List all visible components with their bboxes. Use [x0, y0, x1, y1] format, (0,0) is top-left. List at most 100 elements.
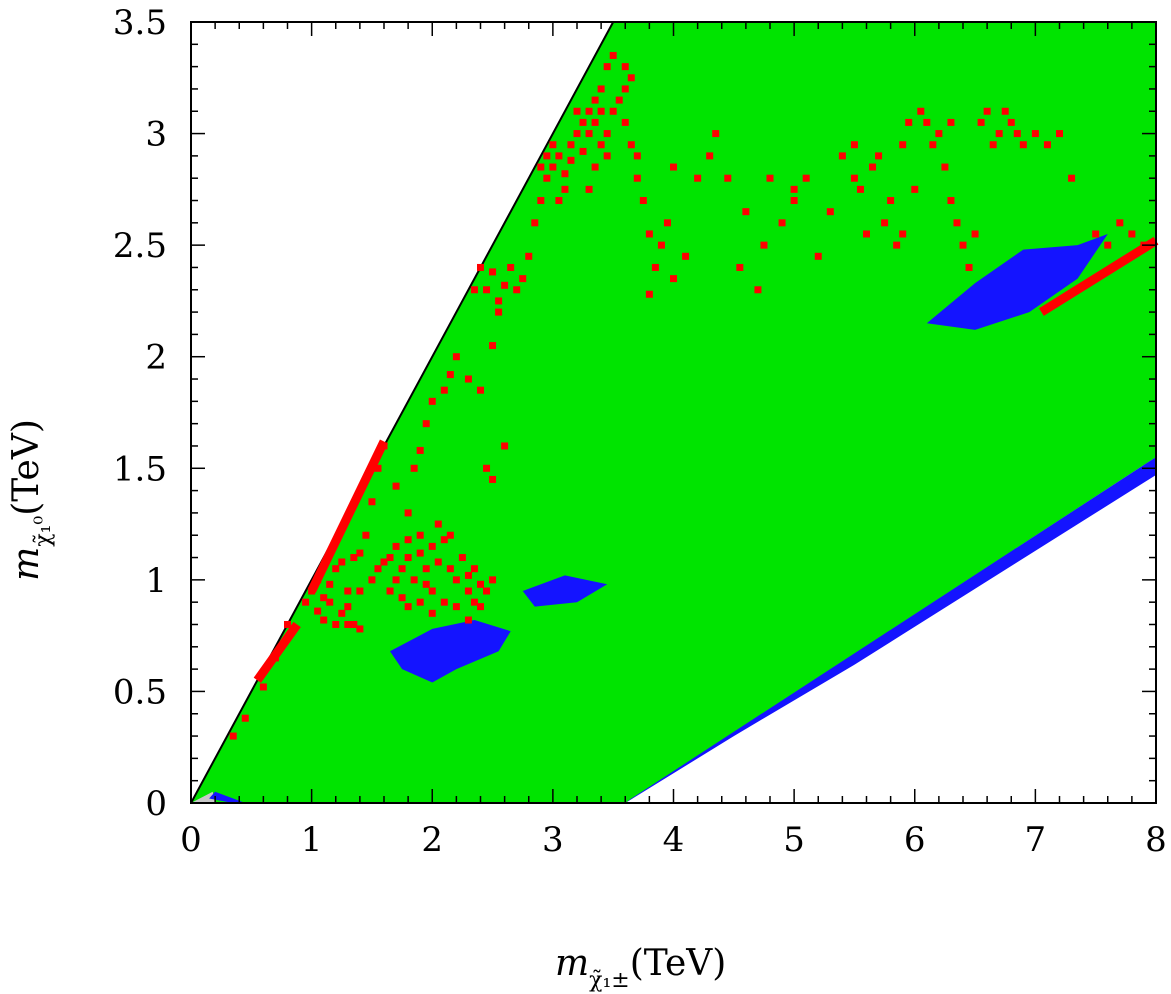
red-point [977, 118, 985, 126]
red-point [489, 576, 497, 584]
red-point [464, 571, 472, 579]
red-point [567, 156, 575, 164]
red-point [627, 141, 635, 149]
red-point [657, 241, 665, 249]
red-point [947, 197, 955, 205]
red-points [229, 51, 1148, 740]
red-point [483, 587, 491, 595]
red-point [670, 163, 677, 171]
red-point [470, 598, 478, 606]
red-point [489, 342, 497, 350]
red-point [881, 219, 889, 227]
red-point [507, 263, 515, 271]
red-point [736, 263, 744, 271]
x-axis-label: mχ̃₁±(TeV) [555, 943, 726, 993]
red-point [929, 141, 937, 149]
red-point [543, 174, 551, 182]
red-point [573, 107, 581, 115]
red-point [887, 197, 895, 205]
red-point [416, 598, 424, 606]
red-point [284, 620, 291, 628]
red-point [591, 118, 599, 126]
red-point [609, 107, 617, 115]
red-point [404, 554, 412, 562]
red-point [1116, 219, 1124, 227]
y-tick-label: 0.5 [113, 672, 167, 712]
red-point [597, 141, 605, 149]
parameter-regions [190, 21, 1156, 804]
red-point [591, 163, 599, 171]
red-point [971, 230, 979, 238]
red-point [422, 580, 430, 588]
red-point [1013, 130, 1021, 138]
y-tick-label: 1.5 [113, 449, 167, 489]
red-point [597, 107, 605, 115]
red-point [1068, 174, 1076, 182]
red-point [302, 598, 310, 606]
red-point [392, 576, 400, 584]
red-point [850, 141, 858, 149]
x-tick-label: 8 [1145, 820, 1167, 860]
red-point [350, 620, 358, 628]
red-point [1092, 230, 1100, 238]
red-point [446, 565, 454, 573]
red-point [398, 594, 406, 602]
red-point [543, 152, 551, 160]
red-point [555, 152, 563, 160]
region-blue-2 [390, 620, 511, 683]
red-point [615, 96, 623, 104]
red-point [452, 576, 460, 584]
red-point [549, 141, 557, 149]
red-point [422, 565, 430, 573]
red-bands [253, 236, 1159, 683]
red-point [814, 252, 822, 260]
red-point [899, 230, 907, 238]
red-point [1019, 141, 1027, 149]
red-point [935, 130, 943, 138]
red-point [259, 683, 267, 691]
red-point [452, 353, 460, 361]
red-point [434, 558, 442, 566]
red-point [350, 554, 358, 562]
red-point [724, 174, 732, 182]
red-point [446, 371, 454, 379]
x-axis-symbol: m [555, 943, 589, 984]
red-point [241, 714, 249, 722]
x-tick-label: 6 [904, 820, 926, 860]
x-axis-subscript: χ̃₁± [589, 968, 630, 993]
red-point [392, 542, 400, 550]
red-point [609, 51, 617, 59]
red-point [440, 536, 448, 544]
red-point [645, 230, 653, 238]
red-point [651, 263, 659, 271]
red-point [555, 197, 563, 205]
red-point [766, 174, 774, 182]
red-point [947, 118, 955, 126]
red-point [470, 286, 478, 294]
red-point [525, 252, 533, 260]
x-tick-label: 2 [421, 820, 443, 860]
red-point [670, 275, 677, 283]
red-point [495, 308, 503, 316]
red-point [1001, 107, 1009, 115]
red-point [428, 397, 436, 405]
x-tick-label: 3 [542, 820, 564, 860]
red-point [1056, 130, 1063, 138]
red-point [983, 107, 991, 115]
red-point [314, 576, 322, 584]
red-point [923, 118, 931, 126]
red-point [320, 616, 328, 624]
red-point [989, 141, 997, 149]
red-point [404, 603, 412, 611]
red-point [663, 219, 671, 227]
red-point [380, 558, 388, 566]
red-point [694, 174, 702, 182]
red-point [1007, 118, 1015, 126]
red-point [326, 598, 334, 606]
red-point [1128, 230, 1136, 238]
red-point [621, 118, 629, 126]
red-point [362, 531, 370, 539]
red-point [501, 442, 509, 450]
red-point [440, 386, 448, 394]
red-point [603, 63, 611, 71]
